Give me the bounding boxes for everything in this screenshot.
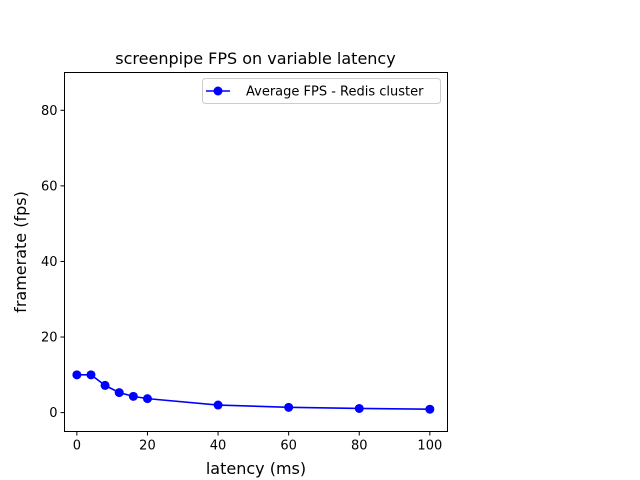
y-tick-label: 60 <box>41 179 58 194</box>
y-tick-label: 0 <box>49 406 57 421</box>
data-point <box>86 370 96 380</box>
legend-label: Average FPS - Redis cluster <box>246 85 424 100</box>
data-point <box>213 400 223 410</box>
axes-frame <box>64 72 448 432</box>
y-tick-label: 80 <box>41 104 58 119</box>
legend: Average FPS - Redis cluster <box>202 78 441 104</box>
legend-marker-sample <box>213 86 223 96</box>
x-tick-label: 20 <box>139 439 156 454</box>
x-tick-label: 60 <box>280 439 297 454</box>
y-axis-label: framerate (fps) <box>11 191 30 313</box>
plot-area <box>64 72 448 432</box>
data-point <box>354 403 364 413</box>
data-point <box>128 391 138 401</box>
x-axis: 0 20 40 60 80 100 <box>73 431 442 454</box>
x-tick-label: 0 <box>73 439 81 454</box>
series-line <box>76 374 430 411</box>
series-layer <box>72 370 435 414</box>
y-axis: 0 20 40 60 80 <box>41 104 65 421</box>
x-tick-label: 40 <box>210 439 227 454</box>
chart-title: screenpipe FPS on variable latency <box>115 49 395 68</box>
x-tick-label: 80 <box>351 439 368 454</box>
x-axis-label: latency (ms) <box>206 459 306 478</box>
data-point <box>114 388 124 398</box>
legend-frame <box>202 78 441 104</box>
data-point <box>72 370 82 380</box>
y-tick-label: 40 <box>41 255 58 270</box>
data-point <box>425 404 435 414</box>
data-point <box>100 380 110 390</box>
data-point <box>284 402 294 412</box>
y-tick-label: 20 <box>41 331 58 346</box>
x-tick-label: 100 <box>417 439 442 454</box>
data-point <box>142 394 152 404</box>
